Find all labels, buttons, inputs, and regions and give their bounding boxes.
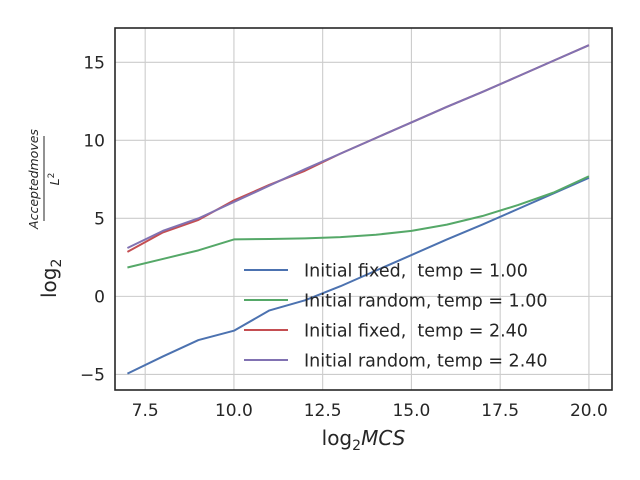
y-tick-label: 0 xyxy=(94,287,105,307)
legend-label-2: Initial random, temp = 1.00 xyxy=(304,292,548,312)
legend-label-3: Initial fixed, temp = 2.40 xyxy=(304,322,528,342)
x-axis-label: log2MCS xyxy=(322,426,406,454)
legend-label-4: Initial random, temp = 2.40 xyxy=(304,352,548,372)
y-tick-label: 5 xyxy=(94,209,105,229)
y-tick-labels: −5 0 5 10 15 xyxy=(80,53,105,385)
x-tick-label: 7.5 xyxy=(132,401,159,421)
plot-frame xyxy=(114,27,613,391)
y-tick-label: 10 xyxy=(83,131,105,151)
x-tick-label: 17.5 xyxy=(481,401,519,421)
series-line-4 xyxy=(126,44,590,249)
svg-text:Acceptedmoves: Acceptedmoves xyxy=(26,129,41,230)
series-lines xyxy=(126,44,590,375)
series-line-1 xyxy=(126,176,590,375)
legend-label-1: Initial fixed, temp = 1.00 xyxy=(304,262,528,282)
x-tick-label: 12.5 xyxy=(304,401,342,421)
x-tick-label: 15.0 xyxy=(392,401,430,421)
grid-lines xyxy=(115,28,612,390)
svg-text:L2: L2 xyxy=(47,173,62,186)
x-tick-label: 10.0 xyxy=(215,401,253,421)
series-line-2 xyxy=(127,175,590,269)
y-axis-label: log2 Acceptedmoves L2 xyxy=(26,129,65,298)
y-tick-label: −5 xyxy=(80,365,105,385)
x-tick-label: 20.0 xyxy=(570,401,608,421)
svg-text:log2: log2 xyxy=(37,259,65,298)
x-tick-labels: 7.5 10.0 12.5 15.0 17.5 20.0 xyxy=(132,401,608,421)
legend: Initial fixed, temp = 1.00 Initial random… xyxy=(244,262,548,372)
y-tick-label: 15 xyxy=(83,53,105,73)
